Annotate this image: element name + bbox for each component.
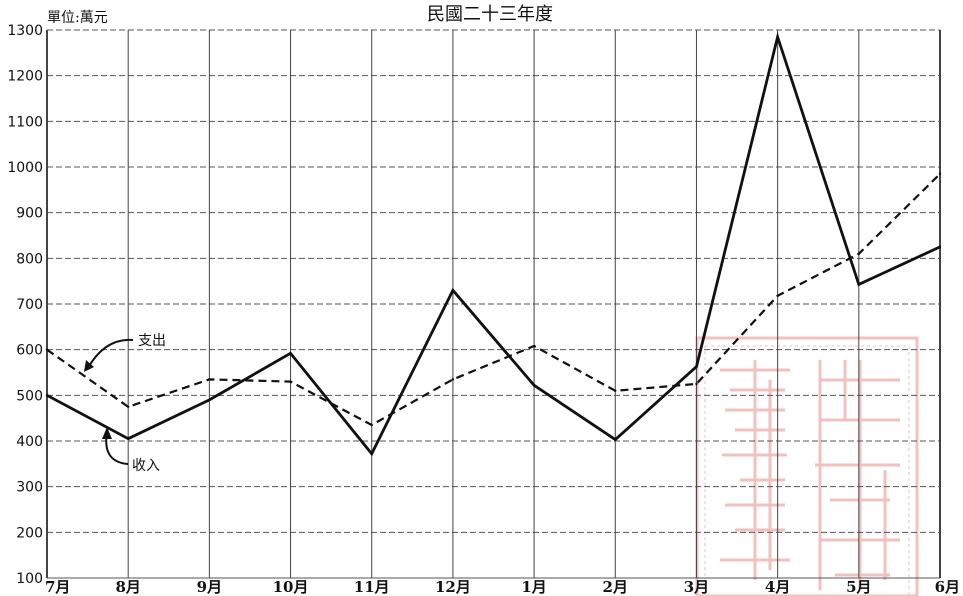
legend-income-label: 收入: [132, 458, 160, 474]
income-point: [126, 437, 130, 440]
income-point: [614, 438, 617, 441]
x-tick-label: 11月: [354, 578, 390, 596]
y-tick-label: 1200: [7, 69, 43, 85]
y-axis-ticks: 100 200 300 400 500 600 700 800 900 1000 1100 1200 1…: [7, 23, 43, 587]
expense-point: [126, 405, 130, 408]
x-tick-label: 5月: [846, 578, 871, 596]
expense-point: [532, 344, 536, 348]
expense-point: [451, 378, 455, 381]
seal-stamp: [695, 336, 919, 596]
income-point: [857, 283, 861, 286]
x-axis-ticks: 7月 8月 9月 10月 11月 12月 1月 2月 3月 4月 5月 6月: [45, 578, 960, 596]
legend-income: 收入: [102, 427, 160, 474]
y-tick-label: 1300: [7, 23, 43, 39]
x-tick-label: 9月: [197, 578, 222, 596]
y-tick-label: 200: [16, 525, 43, 541]
legend-expense: 支出: [84, 333, 166, 372]
y-tick-label: 600: [16, 343, 43, 359]
y-tick-label: 500: [16, 388, 43, 404]
expense-point: [857, 252, 861, 255]
income-point: [776, 35, 779, 39]
x-tick-label: 12月: [435, 578, 471, 596]
y-tick-label: 300: [16, 480, 43, 496]
y-tick-label: 1100: [7, 114, 43, 130]
expense-point: [45, 348, 49, 351]
y-tick-label: 900: [16, 206, 43, 222]
y-tick-label: 700: [16, 297, 43, 313]
income-point: [289, 352, 292, 355]
expense-point: [776, 294, 779, 297]
grid: [46, 29, 941, 579]
y-tick-label: 400: [16, 434, 43, 450]
series-income-line: [46, 31, 941, 457]
expense-point: [370, 423, 373, 427]
income-point: [938, 245, 942, 249]
x-tick-label: 7月: [45, 578, 70, 596]
x-tick-label: 8月: [115, 578, 140, 596]
income-point: [45, 394, 49, 397]
y-tick-label: 100: [16, 571, 43, 587]
income-point: [695, 365, 698, 368]
income-point: [370, 452, 373, 455]
x-tick-label: 6月: [935, 578, 960, 596]
legend-expense-label: 支出: [138, 333, 166, 349]
expense-point: [614, 389, 617, 392]
y-tick-label: 800: [16, 251, 43, 267]
x-tick-label: 3月: [684, 578, 709, 596]
expense-point: [695, 382, 698, 386]
x-tick-label: 1月: [521, 578, 546, 596]
series-group: [45, 31, 942, 457]
x-tick-label: 4月: [765, 578, 790, 596]
x-tick-label: 2月: [603, 578, 628, 596]
expense-point: [289, 380, 292, 383]
income-point: [532, 384, 536, 387]
x-tick-label: 10月: [273, 578, 309, 596]
chart-title: 民國二十三年度: [427, 4, 553, 25]
y-tick-label: 1000: [7, 160, 43, 176]
expense-point: [938, 172, 942, 176]
income-point: [208, 398, 211, 402]
unit-label: 單位:萬元: [47, 10, 108, 26]
expense-point: [208, 378, 211, 381]
income-point: [451, 289, 455, 292]
series-expense-line: [46, 173, 941, 427]
